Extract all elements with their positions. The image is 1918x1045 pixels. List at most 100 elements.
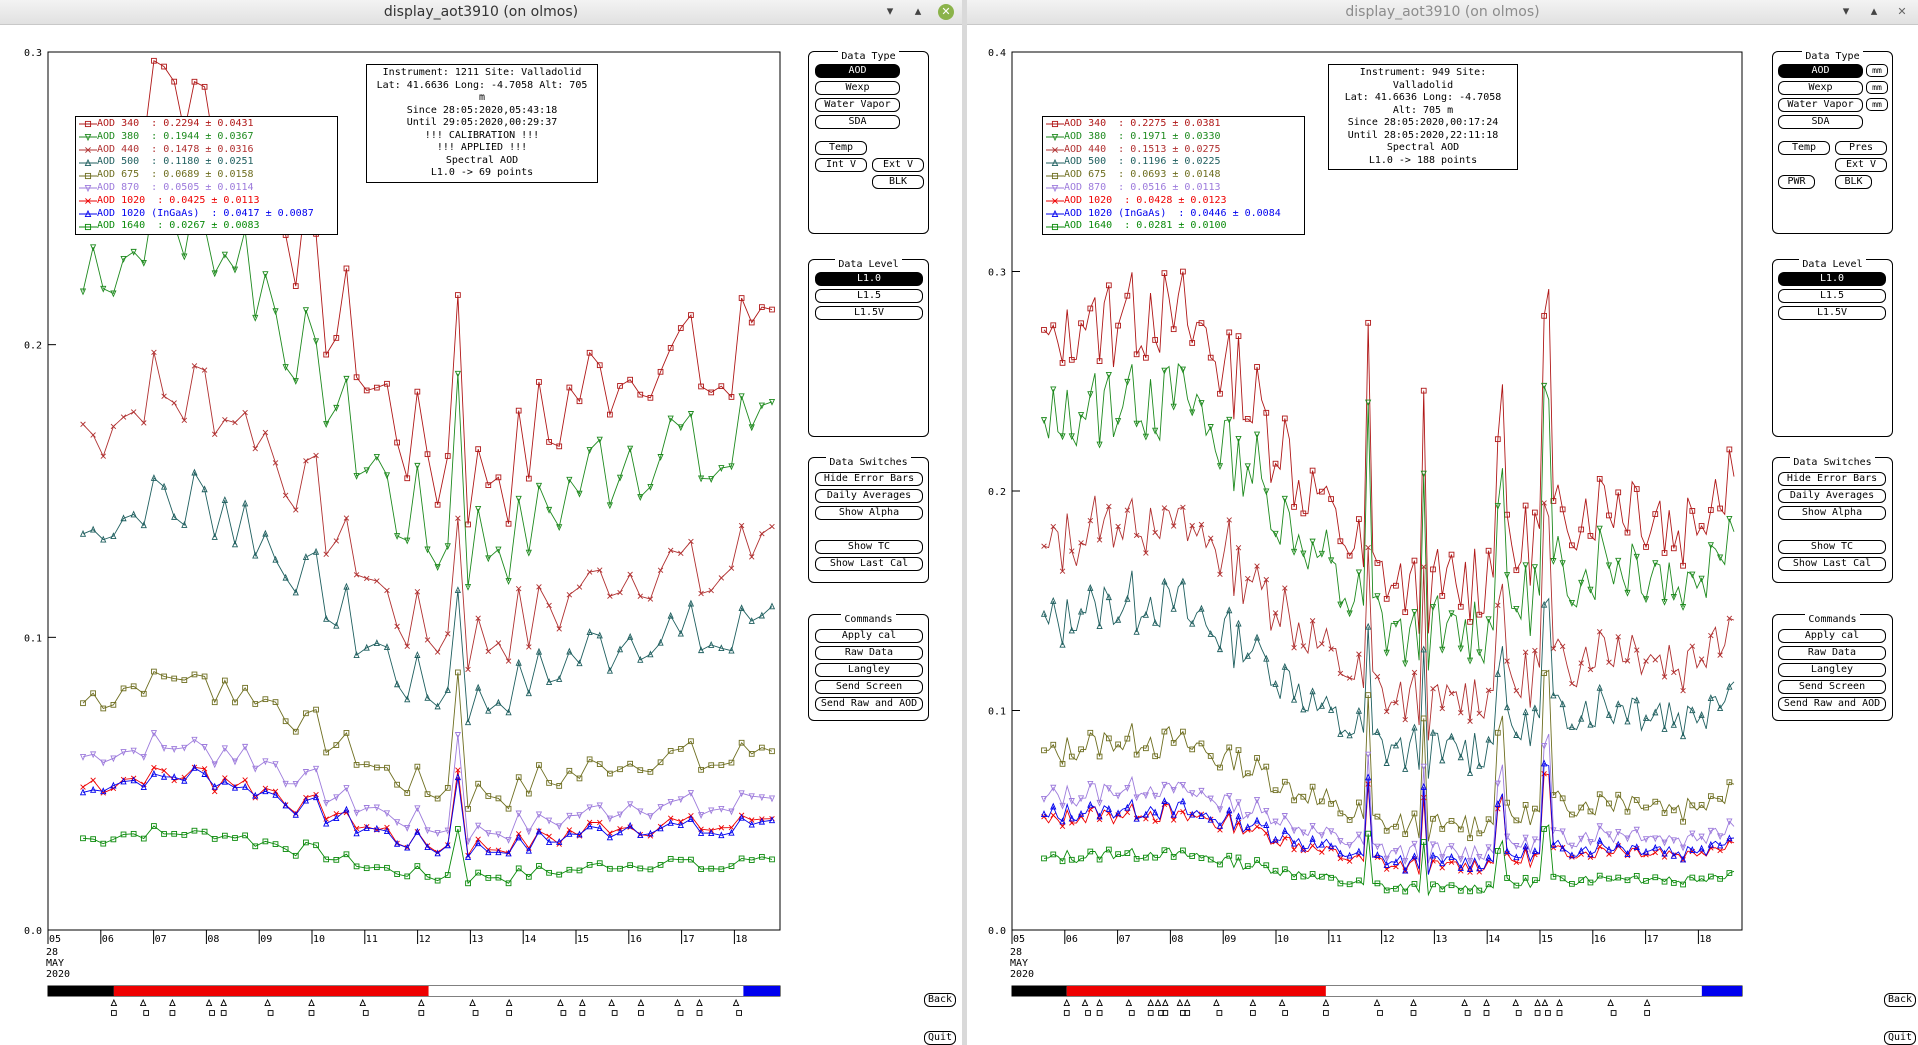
- data-type-title: Data Type: [1802, 51, 1863, 62]
- show-tc-button[interactable]: Show TC: [815, 540, 923, 554]
- back-button[interactable]: Back: [924, 993, 956, 1007]
- show-last-cal-button[interactable]: Show Last Cal: [815, 557, 923, 571]
- legend-marker-icon: [79, 172, 97, 179]
- minimize-icon[interactable]: ▾: [886, 4, 894, 19]
- show-last-cal-button[interactable]: Show Last Cal: [1778, 557, 1886, 571]
- info-line: Lat: 41.6636 Long: -4.7058 Alt: 705 m: [1344, 92, 1502, 116]
- apply-cal-button[interactable]: Apply cal: [815, 629, 923, 643]
- series-aod340: [1041, 268, 1735, 634]
- level-l10-button[interactable]: L1.0: [815, 272, 923, 286]
- raw-data-button[interactable]: Raw Data: [1778, 646, 1886, 660]
- left-window: display_aot3910 (on olmos) ▾ ▴ ✕ 0.0 0.1 0…: [0, 0, 962, 1045]
- temp-button[interactable]: Temp: [815, 141, 867, 155]
- send-raw-and-aod-button[interactable]: Send Raw and AOD: [1778, 697, 1886, 711]
- quit-button[interactable]: Quit: [1884, 1031, 1916, 1045]
- water-vapor-button[interactable]: Water Vapor: [815, 98, 900, 112]
- data-level-panel: Data Level: [808, 259, 929, 437]
- water-vapor-button[interactable]: Water Vapor: [1778, 98, 1863, 112]
- apply-cal-button[interactable]: Apply cal: [1778, 629, 1886, 643]
- send-screen-button[interactable]: Send Screen: [1778, 680, 1886, 694]
- close-icon[interactable]: ✕: [938, 4, 954, 20]
- series-line: [82, 60, 773, 525]
- hide-error-bars-button[interactable]: Hide Error Bars: [1778, 472, 1886, 486]
- x-tick-label: 09: [260, 934, 272, 945]
- level-l15-button[interactable]: L1.5: [815, 289, 923, 303]
- right-window: display_aot3910 (on olmos) ▾ ▴ ✕ 0.0 0.1 0…: [967, 0, 1918, 1045]
- legend-marker-icon: [79, 134, 97, 142]
- show-alpha-button[interactable]: Show Alpha: [1778, 506, 1886, 520]
- legend-marker-icon: [79, 185, 97, 193]
- langley-button[interactable]: Langley: [1778, 663, 1886, 677]
- legend-marker-icon: [1046, 198, 1064, 205]
- time-markers: [110, 998, 742, 1016]
- daily-averages-button[interactable]: Daily Averages: [815, 489, 923, 503]
- legend-entry: AOD 500 : 0.1196 ± 0.0225: [1046, 156, 1301, 169]
- aod-button[interactable]: AOD: [1778, 64, 1863, 78]
- back-button[interactable]: Back: [1884, 993, 1916, 1007]
- legend-label: AOD 380 : 0.1944 ± 0.0367: [97, 130, 254, 142]
- daily-averages-button[interactable]: Daily Averages: [1778, 489, 1886, 503]
- sda-button[interactable]: SDA: [1778, 115, 1863, 129]
- hide-error-bars-button[interactable]: Hide Error Bars: [815, 472, 923, 486]
- ext-v-button[interactable]: Ext V: [872, 158, 924, 172]
- temp-button[interactable]: Temp: [1778, 141, 1830, 155]
- legend-marker-icon: [79, 158, 97, 166]
- maximize-icon[interactable]: ▴: [914, 4, 922, 19]
- y-tick-label: 0.2: [24, 341, 42, 352]
- series-aod870: [1040, 733, 1735, 865]
- level-l15v-button[interactable]: L1.5V: [1778, 306, 1886, 320]
- series-aod440: [1041, 495, 1735, 741]
- show-tc-button[interactable]: Show TC: [1778, 540, 1886, 554]
- legend-entry: AOD 440 : 0.1478 ± 0.0316: [79, 144, 334, 157]
- legend-label: AOD 340 : 0.2294 ± 0.0431: [97, 118, 254, 129]
- time-bar: [1011, 985, 1743, 997]
- x-tick-label: 06: [1066, 934, 1078, 945]
- sda-button[interactable]: SDA: [815, 115, 900, 129]
- level-l15v-button[interactable]: L1.5V: [815, 306, 923, 320]
- legend-entry: AOD 1640 : 0.0267 ± 0.0083: [79, 220, 334, 233]
- pwr-button[interactable]: PWR: [1778, 175, 1815, 189]
- plot-frame: [47, 51, 781, 931]
- series-aod440: [80, 349, 775, 673]
- maximize-icon[interactable]: ▴: [1870, 4, 1878, 19]
- legend-label: AOD 1020 : 0.0425 ± 0.0113: [97, 194, 260, 206]
- x-tick-label: 09: [1224, 934, 1236, 945]
- data-switches-title: Data Switches: [826, 457, 911, 468]
- wexp-button[interactable]: Wexp: [815, 81, 900, 95]
- send-raw-and-aod-button[interactable]: Send Raw and AOD: [815, 697, 923, 711]
- int-v-button[interactable]: Int V: [815, 158, 867, 172]
- legend-marker-icon: [1046, 121, 1064, 128]
- info-line: L1.0 -> 69 points: [430, 167, 534, 178]
- legend-entry: AOD 500 : 0.1180 ± 0.0251: [79, 156, 334, 169]
- send-screen-button[interactable]: Send Screen: [815, 680, 923, 694]
- quit-button[interactable]: Quit: [924, 1031, 956, 1045]
- blk-button[interactable]: BLK: [1835, 175, 1872, 189]
- minimize-icon[interactable]: ▾: [1842, 4, 1850, 19]
- x-tick-label: 13: [471, 934, 483, 945]
- x-tick-label: 05: [49, 934, 61, 945]
- legend-marker-icon: [79, 121, 97, 128]
- ext-v-button[interactable]: Ext V: [1835, 158, 1887, 172]
- time-bar: [47, 985, 781, 997]
- blk-button[interactable]: BLK: [872, 175, 924, 189]
- mm-button[interactable]: mm: [1866, 81, 1888, 94]
- legend-entry: AOD 870 : 0.0516 ± 0.0113: [1046, 182, 1301, 195]
- mm-button[interactable]: mm: [1866, 98, 1888, 111]
- level-l10-button[interactable]: L1.0: [1778, 272, 1886, 286]
- mm-button[interactable]: mm: [1866, 64, 1888, 77]
- raw-data-button[interactable]: Raw Data: [815, 646, 923, 660]
- x-tick-label: 11: [366, 934, 378, 945]
- langley-button[interactable]: Langley: [815, 663, 923, 677]
- close-icon[interactable]: ✕: [1897, 5, 1907, 18]
- legend-label: AOD 675 : 0.0689 ± 0.0158: [97, 169, 254, 181]
- wexp-button[interactable]: Wexp: [1778, 81, 1863, 95]
- aod-button[interactable]: AOD: [815, 64, 900, 78]
- show-alpha-button[interactable]: Show Alpha: [815, 506, 923, 520]
- pres-button[interactable]: Pres: [1835, 141, 1887, 155]
- info-line: !!! CALIBRATION !!!: [424, 129, 540, 141]
- legend-entry: AOD 675 : 0.0689 ± 0.0158: [79, 169, 334, 182]
- left-legend: AOD 340 : 0.2294 ± 0.0431 AOD 380 : 0.194…: [75, 116, 338, 236]
- level-l15-button[interactable]: L1.5: [1778, 289, 1886, 303]
- legend-entry: AOD 380 : 0.1944 ± 0.0367: [79, 131, 334, 144]
- legend-marker-icon: [1046, 134, 1064, 142]
